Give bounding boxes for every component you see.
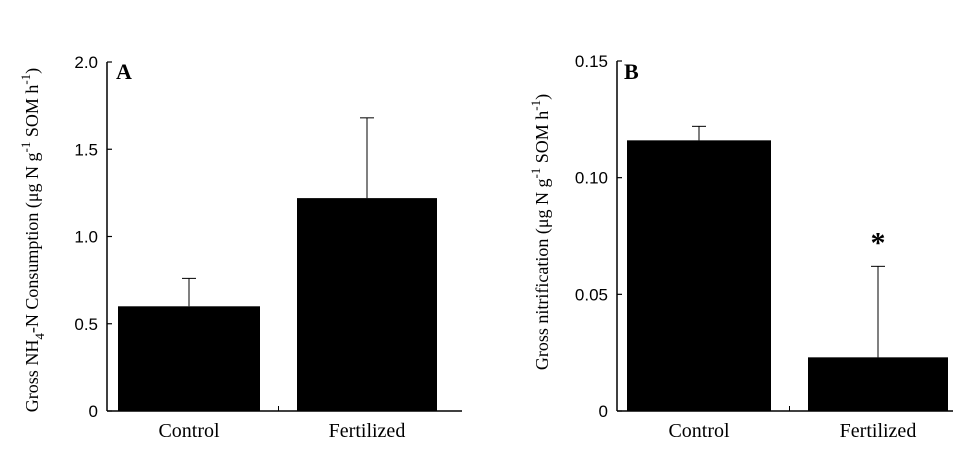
x-tick-label: Control: [668, 420, 730, 442]
ylabel-b-end: SOM h: [532, 111, 552, 168]
y-tick-label: 1.5: [74, 140, 98, 159]
x-tick-label: Fertilized: [329, 420, 406, 442]
y-tick-label: 0.5: [74, 315, 98, 334]
ylabel-a-main: Gross NH: [22, 340, 42, 413]
bar: [118, 306, 260, 411]
bar: [808, 357, 948, 411]
y-tick-label: 1.0: [74, 228, 98, 247]
ylabel-a-close: ): [22, 68, 43, 74]
y-tick-label: 0.05: [575, 285, 608, 304]
panel-b-bars: Control Fertilized *: [627, 125, 948, 442]
y-tick-label: 0.10: [575, 169, 608, 188]
ylabel-a-sup2: -1: [18, 74, 33, 85]
ylabel-b-main: Gross nitrification (μg N g: [532, 179, 553, 371]
x-tick-label: Control: [158, 420, 220, 442]
panel-b-ylabel: Gross nitrification (μg N g-1 SOM h-1): [528, 94, 553, 370]
bar: [297, 198, 437, 411]
ylabel-b-sup: -1: [528, 168, 543, 179]
ylabel-b-close: ): [532, 94, 553, 100]
panel-a-label: A: [116, 59, 132, 84]
y-tick-label: 2.0: [74, 53, 98, 72]
panel-b: B Gross nitrification (μg N g-1 SOM h-1)…: [528, 52, 953, 442]
ylabel-a-sub: 4: [32, 333, 47, 340]
bar: [627, 140, 771, 412]
ylabel-a-rest: -N Consumption (μg N g: [22, 153, 43, 334]
significance-asterisk: *: [871, 226, 886, 259]
ylabel-a-end: SOM h: [22, 85, 42, 142]
y-tick-label: 0: [89, 402, 98, 421]
ylabel-b-sup2: -1: [528, 100, 543, 111]
panel-a: A Gross NH4-N Consumption (μg N g-1 SOM …: [18, 53, 462, 442]
y-tick-label: 0: [599, 402, 608, 421]
panel-a-bars: Control Fertilized: [118, 117, 437, 442]
panel-a-ylabel: Gross NH4-N Consumption (μg N g-1 SOM h-…: [18, 68, 47, 412]
y-tick-label: 0.15: [575, 52, 608, 71]
x-tick-label: Fertilized: [840, 420, 917, 442]
panel-b-label: B: [624, 59, 639, 84]
ylabel-a-sup: -1: [18, 142, 33, 153]
